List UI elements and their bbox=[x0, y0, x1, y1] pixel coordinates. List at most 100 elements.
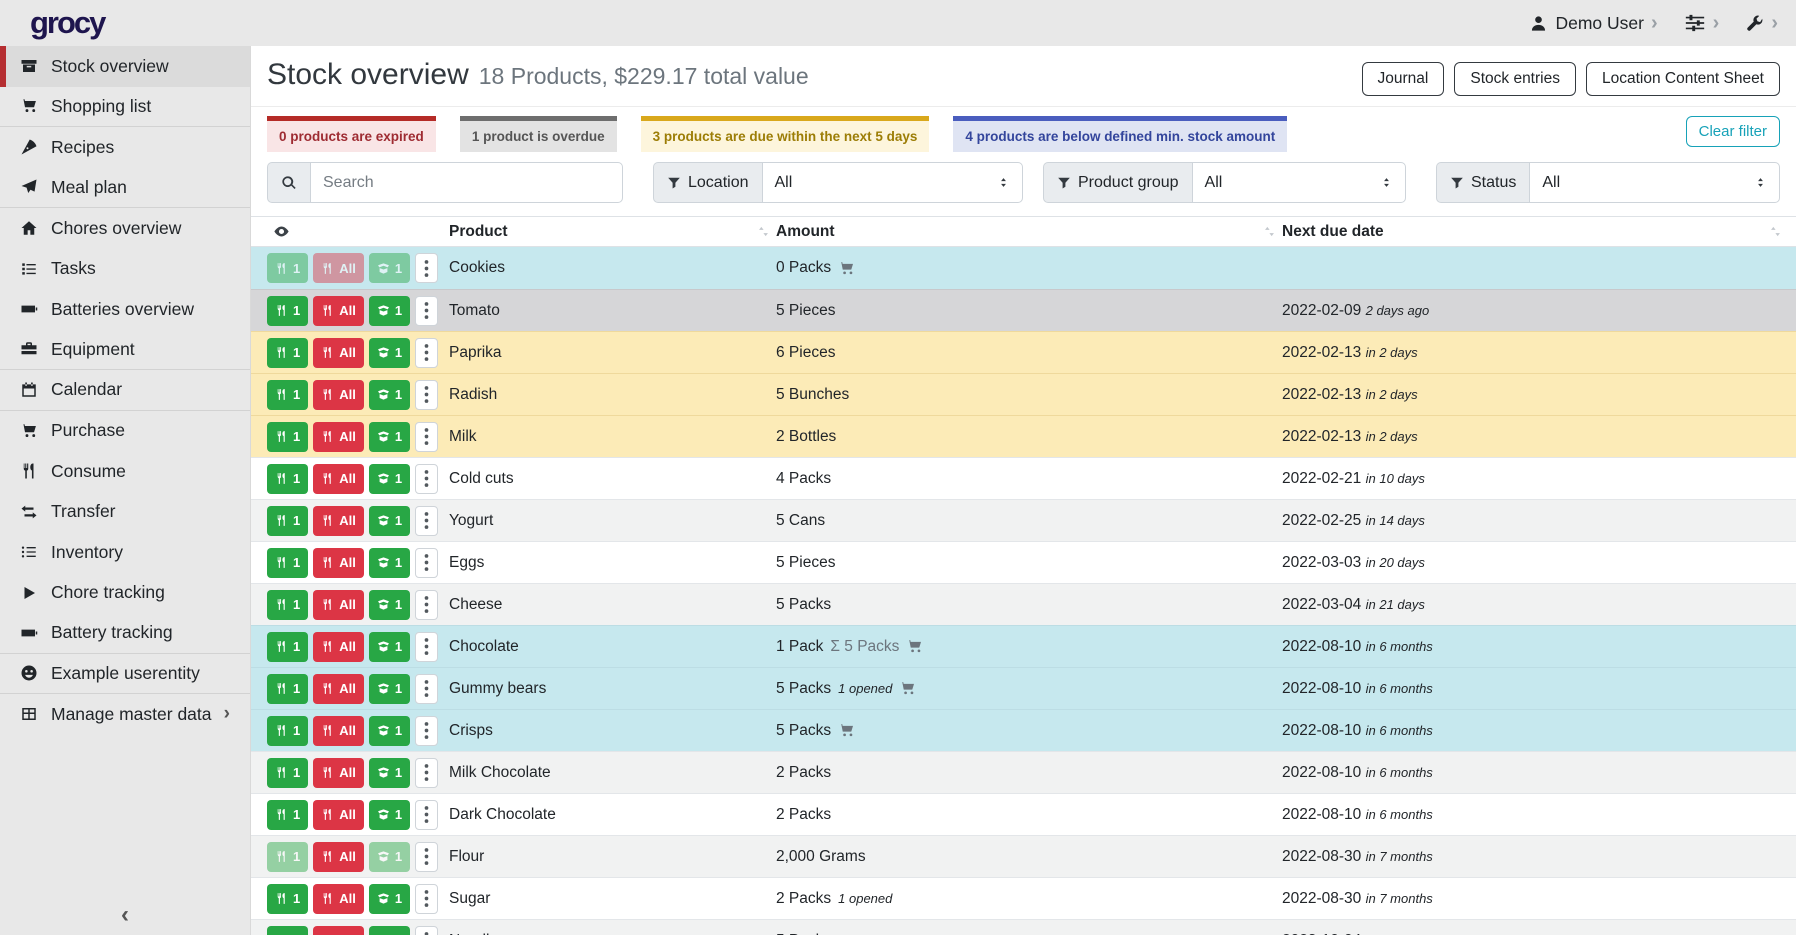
row-menu-button[interactable] bbox=[415, 589, 439, 620]
sidebar-item-example-userentity[interactable]: Example userentity bbox=[0, 654, 250, 694]
consume-all-button[interactable]: All bbox=[313, 295, 364, 326]
open-one-button[interactable]: 1 bbox=[368, 673, 411, 704]
sidebar-item-stock-overview[interactable]: Stock overview bbox=[0, 46, 250, 87]
consume-all-button[interactable]: All bbox=[313, 589, 364, 620]
open-one-button[interactable]: 1 bbox=[368, 421, 411, 452]
sidebar-item-manage-master-data[interactable]: Manage master data › bbox=[0, 694, 250, 735]
open-one-button[interactable]: 1 bbox=[368, 337, 411, 368]
open-one-button[interactable]: 1 bbox=[368, 295, 411, 326]
user-menu[interactable]: Demo User › bbox=[1529, 13, 1658, 34]
consume-one-button[interactable]: 1 bbox=[267, 631, 309, 662]
product-group-select[interactable]: All bbox=[1191, 162, 1406, 203]
consume-one-button[interactable]: 1 bbox=[267, 715, 309, 746]
consume-all-button[interactable]: All bbox=[313, 841, 364, 872]
row-menu-button[interactable] bbox=[415, 505, 439, 536]
sidebar-item-chore-tracking[interactable]: Chore tracking bbox=[0, 573, 250, 614]
row-menu-button[interactable] bbox=[415, 841, 439, 872]
consume-one-button[interactable]: 1 bbox=[267, 925, 309, 935]
open-one-button[interactable]: 1 bbox=[368, 547, 411, 578]
consume-all-button[interactable]: All bbox=[313, 547, 364, 578]
row-menu-button[interactable] bbox=[415, 463, 439, 494]
sidebar-item-recipes[interactable]: Recipes bbox=[0, 127, 250, 168]
open-one-button[interactable]: 1 bbox=[368, 715, 411, 746]
row-menu-button[interactable] bbox=[415, 715, 439, 746]
consume-one-button[interactable]: 1 bbox=[267, 421, 309, 452]
sidebar-item-calendar[interactable]: Calendar bbox=[0, 370, 250, 411]
open-one-button[interactable]: 1 bbox=[368, 841, 411, 872]
row-menu-button[interactable] bbox=[415, 379, 439, 410]
status-select[interactable]: All bbox=[1529, 162, 1780, 203]
consume-all-button[interactable]: All bbox=[313, 757, 364, 788]
consume-all-button[interactable]: All bbox=[313, 799, 364, 830]
consume-all-button[interactable]: All bbox=[313, 337, 364, 368]
row-menu-button[interactable] bbox=[415, 253, 439, 283]
location-content-sheet-button[interactable]: Location Content Sheet bbox=[1585, 62, 1780, 96]
consume-all-button[interactable]: All bbox=[313, 715, 364, 746]
sidebar-item-chores-overview[interactable]: Chores overview bbox=[0, 208, 250, 249]
consume-one-button[interactable]: 1 bbox=[267, 337, 309, 368]
open-one-button[interactable]: 1 bbox=[368, 799, 411, 830]
sidebar-item-equipment[interactable]: Equipment bbox=[0, 330, 250, 370]
sidebar-item-consume[interactable]: Consume bbox=[0, 451, 250, 492]
row-menu-button[interactable] bbox=[415, 799, 439, 830]
search-input[interactable] bbox=[310, 162, 623, 203]
consume-one-button[interactable]: 1 bbox=[267, 883, 309, 914]
column-header-product[interactable]: Product bbox=[449, 223, 776, 241]
row-menu-button[interactable] bbox=[415, 925, 439, 935]
consume-one-button[interactable]: 1 bbox=[267, 841, 309, 872]
consume-all-button[interactable]: All bbox=[313, 925, 364, 935]
consume-one-button[interactable]: 1 bbox=[267, 295, 309, 326]
consume-one-button[interactable]: 1 bbox=[267, 379, 309, 410]
consume-all-button[interactable]: All bbox=[313, 883, 364, 914]
grocy-logo[interactable]: grocy bbox=[30, 5, 106, 40]
sidebar-collapse-button[interactable]: ‹ bbox=[121, 901, 129, 928]
row-menu-button[interactable] bbox=[415, 631, 439, 662]
clear-filter-button[interactable]: Clear filter bbox=[1685, 116, 1780, 147]
consume-one-button[interactable]: 1 bbox=[267, 757, 309, 788]
stock-summary-pill-3[interactable]: 4 products are below defined min. stock … bbox=[953, 116, 1288, 152]
sidebar-item-transfer[interactable]: Transfer bbox=[0, 492, 250, 533]
row-menu-button[interactable] bbox=[415, 757, 439, 788]
sidebar-item-battery-tracking[interactable]: Battery tracking bbox=[0, 613, 250, 654]
journal-button[interactable]: Journal bbox=[1361, 62, 1445, 96]
open-one-button[interactable]: 1 bbox=[368, 883, 411, 914]
sidebar-item-purchase[interactable]: Purchase bbox=[0, 411, 250, 452]
row-menu-button[interactable] bbox=[415, 547, 439, 578]
consume-all-button[interactable]: All bbox=[313, 421, 364, 452]
row-menu-button[interactable] bbox=[415, 673, 439, 704]
sidebar-item-meal-plan[interactable]: Meal plan bbox=[0, 168, 250, 208]
row-menu-button[interactable] bbox=[415, 337, 439, 368]
settings-menu[interactable]: › bbox=[1684, 12, 1719, 34]
sidebar-item-inventory[interactable]: Inventory bbox=[0, 532, 250, 573]
consume-all-button[interactable]: All bbox=[313, 505, 364, 536]
sidebar-item-batteries-overview[interactable]: Batteries overview bbox=[0, 289, 250, 330]
row-menu-button[interactable] bbox=[415, 421, 439, 452]
open-one-button[interactable]: 1 bbox=[368, 757, 411, 788]
column-header-next-due-date[interactable]: Next due date bbox=[1282, 223, 1796, 241]
admin-menu[interactable]: › bbox=[1745, 13, 1778, 33]
consume-all-button[interactable]: All bbox=[313, 673, 364, 704]
stock-entries-button[interactable]: Stock entries bbox=[1454, 62, 1576, 96]
row-menu-button[interactable] bbox=[415, 295, 439, 326]
consume-all-button[interactable]: All bbox=[313, 253, 364, 283]
consume-all-button[interactable]: All bbox=[313, 463, 364, 494]
consume-all-button[interactable]: All bbox=[313, 631, 364, 662]
consume-one-button[interactable]: 1 bbox=[267, 799, 309, 830]
consume-one-button[interactable]: 1 bbox=[267, 463, 309, 494]
stock-summary-pill-1[interactable]: 1 product is overdue bbox=[459, 116, 617, 152]
consume-one-button[interactable]: 1 bbox=[267, 547, 309, 578]
sidebar-item-shopping-list[interactable]: Shopping list bbox=[0, 87, 250, 127]
consume-one-button[interactable]: 1 bbox=[267, 505, 309, 536]
row-menu-button[interactable] bbox=[415, 883, 439, 914]
column-header-amount[interactable]: Amount bbox=[776, 223, 1282, 241]
consume-one-button[interactable]: 1 bbox=[267, 589, 309, 620]
consume-one-button[interactable]: 1 bbox=[267, 673, 309, 704]
stock-summary-pill-2[interactable]: 3 products are due within the next 5 day… bbox=[640, 116, 930, 152]
open-one-button[interactable]: 1 bbox=[368, 925, 411, 935]
open-one-button[interactable]: 1 bbox=[368, 379, 411, 410]
open-one-button[interactable]: 1 bbox=[368, 631, 411, 662]
open-one-button[interactable]: 1 bbox=[368, 505, 411, 536]
stock-summary-pill-0[interactable]: 0 products are expired bbox=[267, 116, 436, 152]
consume-one-button[interactable]: 1 bbox=[267, 253, 309, 283]
open-one-button[interactable]: 1 bbox=[368, 589, 411, 620]
